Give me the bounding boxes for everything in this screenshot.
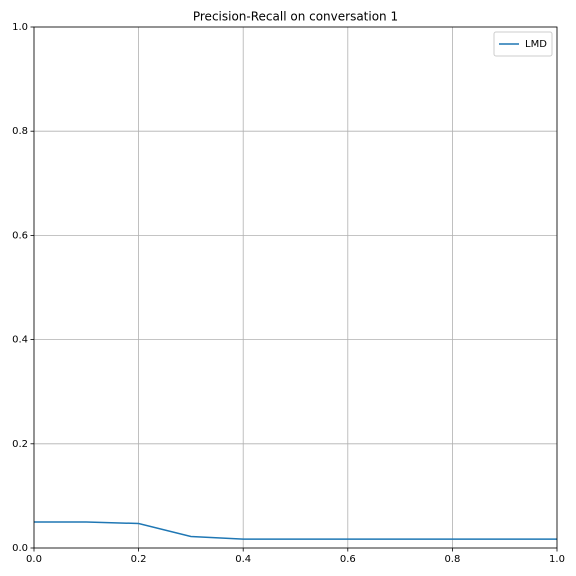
legend-label: LMD bbox=[525, 39, 547, 50]
y-tick-label: 0.0 bbox=[12, 543, 28, 554]
line bbox=[34, 521, 557, 540]
x-tick-label: 0.8 bbox=[444, 554, 460, 565]
chart-title: Precision-Recall on conversation 1 bbox=[193, 10, 398, 24]
x-tick-label: 0.0 bbox=[26, 554, 42, 565]
y-tick-label: 1.0 bbox=[12, 22, 28, 33]
x-tick-label: 1.0 bbox=[549, 554, 565, 565]
y-tick-label: 0.4 bbox=[12, 335, 28, 346]
y-tick-label: 0.6 bbox=[12, 230, 28, 241]
y-tick-label: 0.2 bbox=[12, 439, 28, 450]
x-tick-label: 0.6 bbox=[340, 554, 356, 565]
x-tick-label: 0.4 bbox=[235, 554, 251, 565]
plot-frame bbox=[33, 26, 558, 549]
y-tick-label: 0.8 bbox=[12, 126, 28, 137]
legend-box bbox=[493, 31, 553, 57]
x-tick-label: 0.2 bbox=[131, 554, 147, 565]
